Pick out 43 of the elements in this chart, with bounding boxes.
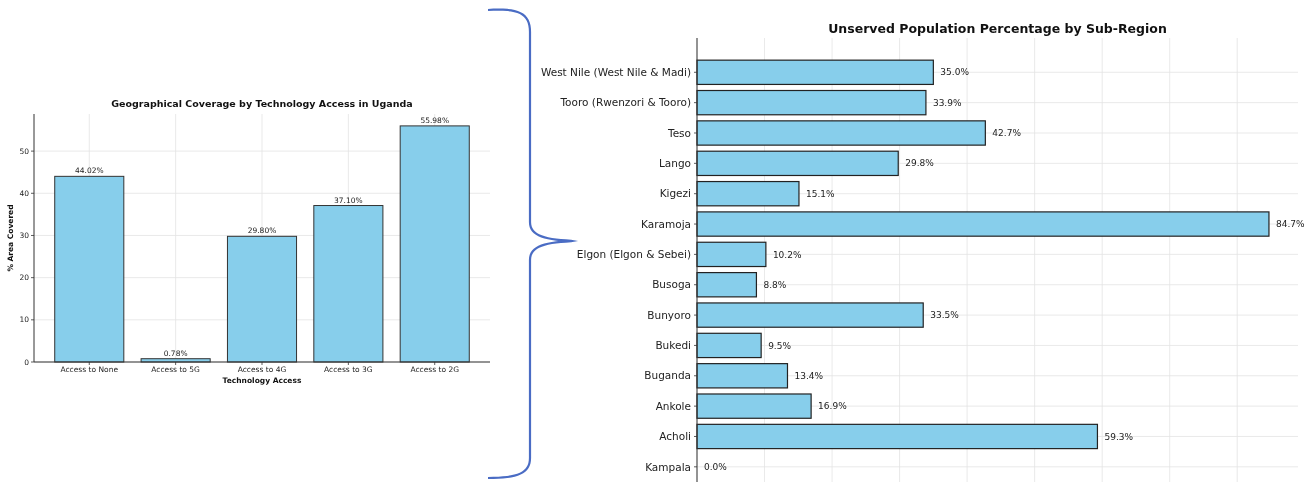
chart-title: Geographical Coverage by Technology Access in Uganda bbox=[111, 98, 413, 109]
bar bbox=[696, 393, 812, 419]
bar bbox=[696, 120, 986, 146]
bar bbox=[696, 150, 899, 177]
data-label: 0.0% bbox=[704, 461, 728, 472]
data-label: 35.0% bbox=[940, 67, 970, 78]
data-label: 16.9% bbox=[818, 401, 848, 412]
data-label: 33.9% bbox=[932, 97, 962, 108]
data-label: 9.5% bbox=[768, 340, 792, 351]
y-tick-label: Buganda bbox=[644, 369, 691, 382]
y-tick-label: Karamoja bbox=[641, 217, 691, 230]
bar bbox=[696, 332, 762, 359]
bar bbox=[696, 302, 924, 328]
y-tick-label: Ankole bbox=[655, 399, 691, 412]
bar bbox=[696, 211, 1270, 237]
data-label: 84.7% bbox=[1275, 219, 1305, 230]
y-tick-label: Elgon (Elgon & Sebei) bbox=[576, 248, 691, 261]
y-tick-label: Lango bbox=[658, 157, 691, 170]
y-tick-label: Acholi bbox=[659, 430, 691, 443]
data-label: 33.5% bbox=[930, 310, 960, 321]
data-label: 13.4% bbox=[794, 370, 824, 381]
bar bbox=[696, 59, 934, 86]
data-label: 8.8% bbox=[763, 279, 787, 290]
y-tick-label: West Nile (West Nile & Madi) bbox=[540, 65, 691, 78]
y-tick-label: Tooro (Rwenzori & Tooro) bbox=[559, 96, 691, 109]
data-label: 42.7% bbox=[992, 128, 1022, 139]
bar bbox=[696, 241, 767, 268]
bar bbox=[696, 363, 789, 389]
bar bbox=[696, 272, 758, 298]
data-label: 10.2% bbox=[772, 249, 802, 260]
bar bbox=[696, 423, 1099, 450]
y-tick-label: Bukedi bbox=[655, 339, 691, 352]
y-tick-label: Bunyoro bbox=[647, 308, 691, 321]
data-label: 29.8% bbox=[905, 158, 935, 169]
y-tick-label: Busoga bbox=[652, 278, 691, 291]
y-tick-label: Kampala bbox=[645, 460, 691, 473]
bar bbox=[696, 89, 927, 116]
y-tick-label: Kigezi bbox=[659, 187, 691, 200]
data-label: 59.3% bbox=[1104, 431, 1134, 442]
data-label: 15.1% bbox=[805, 188, 836, 199]
bar bbox=[696, 180, 800, 207]
chart-title: Unserved Population Percentage by Sub-Region bbox=[828, 21, 1167, 36]
y-tick-label: Teso bbox=[667, 126, 691, 139]
